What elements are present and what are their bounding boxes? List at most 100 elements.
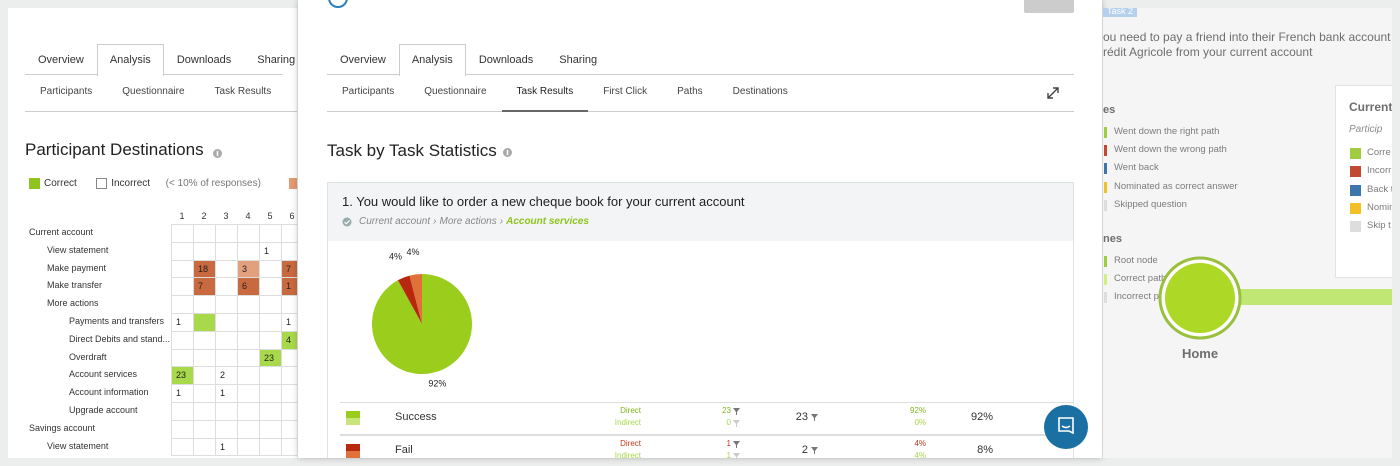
subtab[interactable]: Participants [342,86,395,97]
matrix-cell [193,419,216,439]
subtab[interactable]: Questionnaire [424,86,487,97]
matrix-cell [259,330,282,350]
legend-box-item: Back t [1367,183,1392,195]
sublabel: Indirect [614,451,641,458]
matrix-cell: 1 [259,241,282,261]
tab[interactable]: Sharing [559,54,598,66]
task-question: 1. You would like to order a new cheque … [342,194,745,209]
matrix-cell [171,241,194,261]
tab-bar: Overview Analysis Downloads Sharing [327,44,1074,76]
tab[interactable]: Analysis [398,44,466,76]
legend-item: Incorrect path [1114,291,1173,303]
subtab[interactable]: Paths [677,86,703,97]
subtab[interactable]: First Click [603,86,648,97]
matrix-cell [237,384,260,403]
matrix-cell [281,241,297,261]
matrix-cell [171,224,194,243]
graphic [22,8,46,12]
tab[interactable]: Overview [38,54,84,66]
indirect-count: 0 [726,418,731,427]
matrix-cell: 2 [215,366,238,386]
matrix-cell [215,402,238,421]
matrix-cell [237,366,260,386]
matrix-cell: 3 [237,259,260,279]
legend-bar [1104,145,1107,157]
help-icon-mark [506,150,509,155]
matrix-cell [193,366,216,386]
legend-box-swatch [1350,202,1361,214]
legend-bar [1104,274,1107,286]
matrix-cell [193,384,216,403]
matrix-cell [281,348,297,368]
subtab[interactable]: Task Results [214,86,272,97]
row-label: Payments and transfers [69,316,165,326]
chat-button[interactable] [1044,405,1088,449]
tab[interactable]: Analysis [96,44,164,76]
matrix-cell [215,330,238,350]
column-header: 2 [201,211,207,221]
row-label: Direct Debits and stand... [69,333,171,344]
legend-item: Root node [1114,255,1158,266]
matrix-cell [215,419,238,439]
row-label: View statement [47,244,109,255]
graphic [1047,87,1059,99]
legend-box-swatch [1350,184,1361,196]
matrix-cell [193,224,216,243]
direct-count: 23 [722,406,731,415]
subtab[interactable]: F [286,75,297,112]
matrix-cell [237,295,260,314]
sublabel: Indirect [614,418,641,427]
filter-icon [733,441,740,448]
tab[interactable]: Downloads [478,54,534,66]
direct-pct: 4% [914,439,926,448]
header-button [1024,0,1074,13]
matrix-cell: 1 [281,277,297,297]
matrix-cell [259,295,282,314]
total-count: 23 [795,411,808,423]
tab[interactable]: Sharing [257,54,296,66]
matrix-cell: 4 [281,330,297,350]
column-header: 4 [245,211,251,221]
row-label: Current account [29,227,94,237]
legend-swatch [96,178,108,189]
matrix-cell: 1 [281,313,297,332]
matrix-cell [281,384,297,403]
graphic [1058,417,1074,435]
matrix-cell [171,277,194,297]
matrix-cell [237,330,260,350]
row-label: Make payment [47,262,107,273]
expand-icon [1047,87,1059,99]
subtab[interactable]: Destinations [732,86,788,97]
matrix-cell [237,419,260,439]
graphic [213,149,222,158]
tab[interactable]: Downloads [176,54,232,66]
graphic [733,408,740,415]
row-divider [340,435,1073,436]
task-header-bg [328,183,1073,241]
matrix-cell [259,313,282,332]
check-icon [342,217,352,227]
task-description: ou need to pay a friend into their Frenc… [1103,30,1392,44]
sublabel: Direct [620,439,641,448]
result-icon [346,411,360,418]
subtab[interactable]: Task Results [501,75,589,112]
matrix-cell: 6 [237,277,260,297]
matrix-cell [237,437,260,457]
matrix-cell [281,419,297,439]
matrix-cell [259,366,282,386]
subtab[interactable]: Questionnaire [122,86,185,97]
task-path: Current account › More actions › Account ser… [359,216,589,227]
tab[interactable]: Overview [340,54,386,66]
subtab-bar: Participants Questionnaire Task Results F [25,75,297,112]
path-separator: › [499,216,504,227]
sublabel: Direct [620,406,641,415]
direct-count: 1 [726,439,731,448]
graphic: 92% 4% 4% [371,247,472,388]
row-label: Account services [69,369,138,380]
matrix-cell [193,348,216,368]
subtab[interactable]: Participants [40,86,93,97]
matrix-cell [259,437,282,457]
row-label: More actions [47,298,99,309]
graphic [811,447,818,454]
